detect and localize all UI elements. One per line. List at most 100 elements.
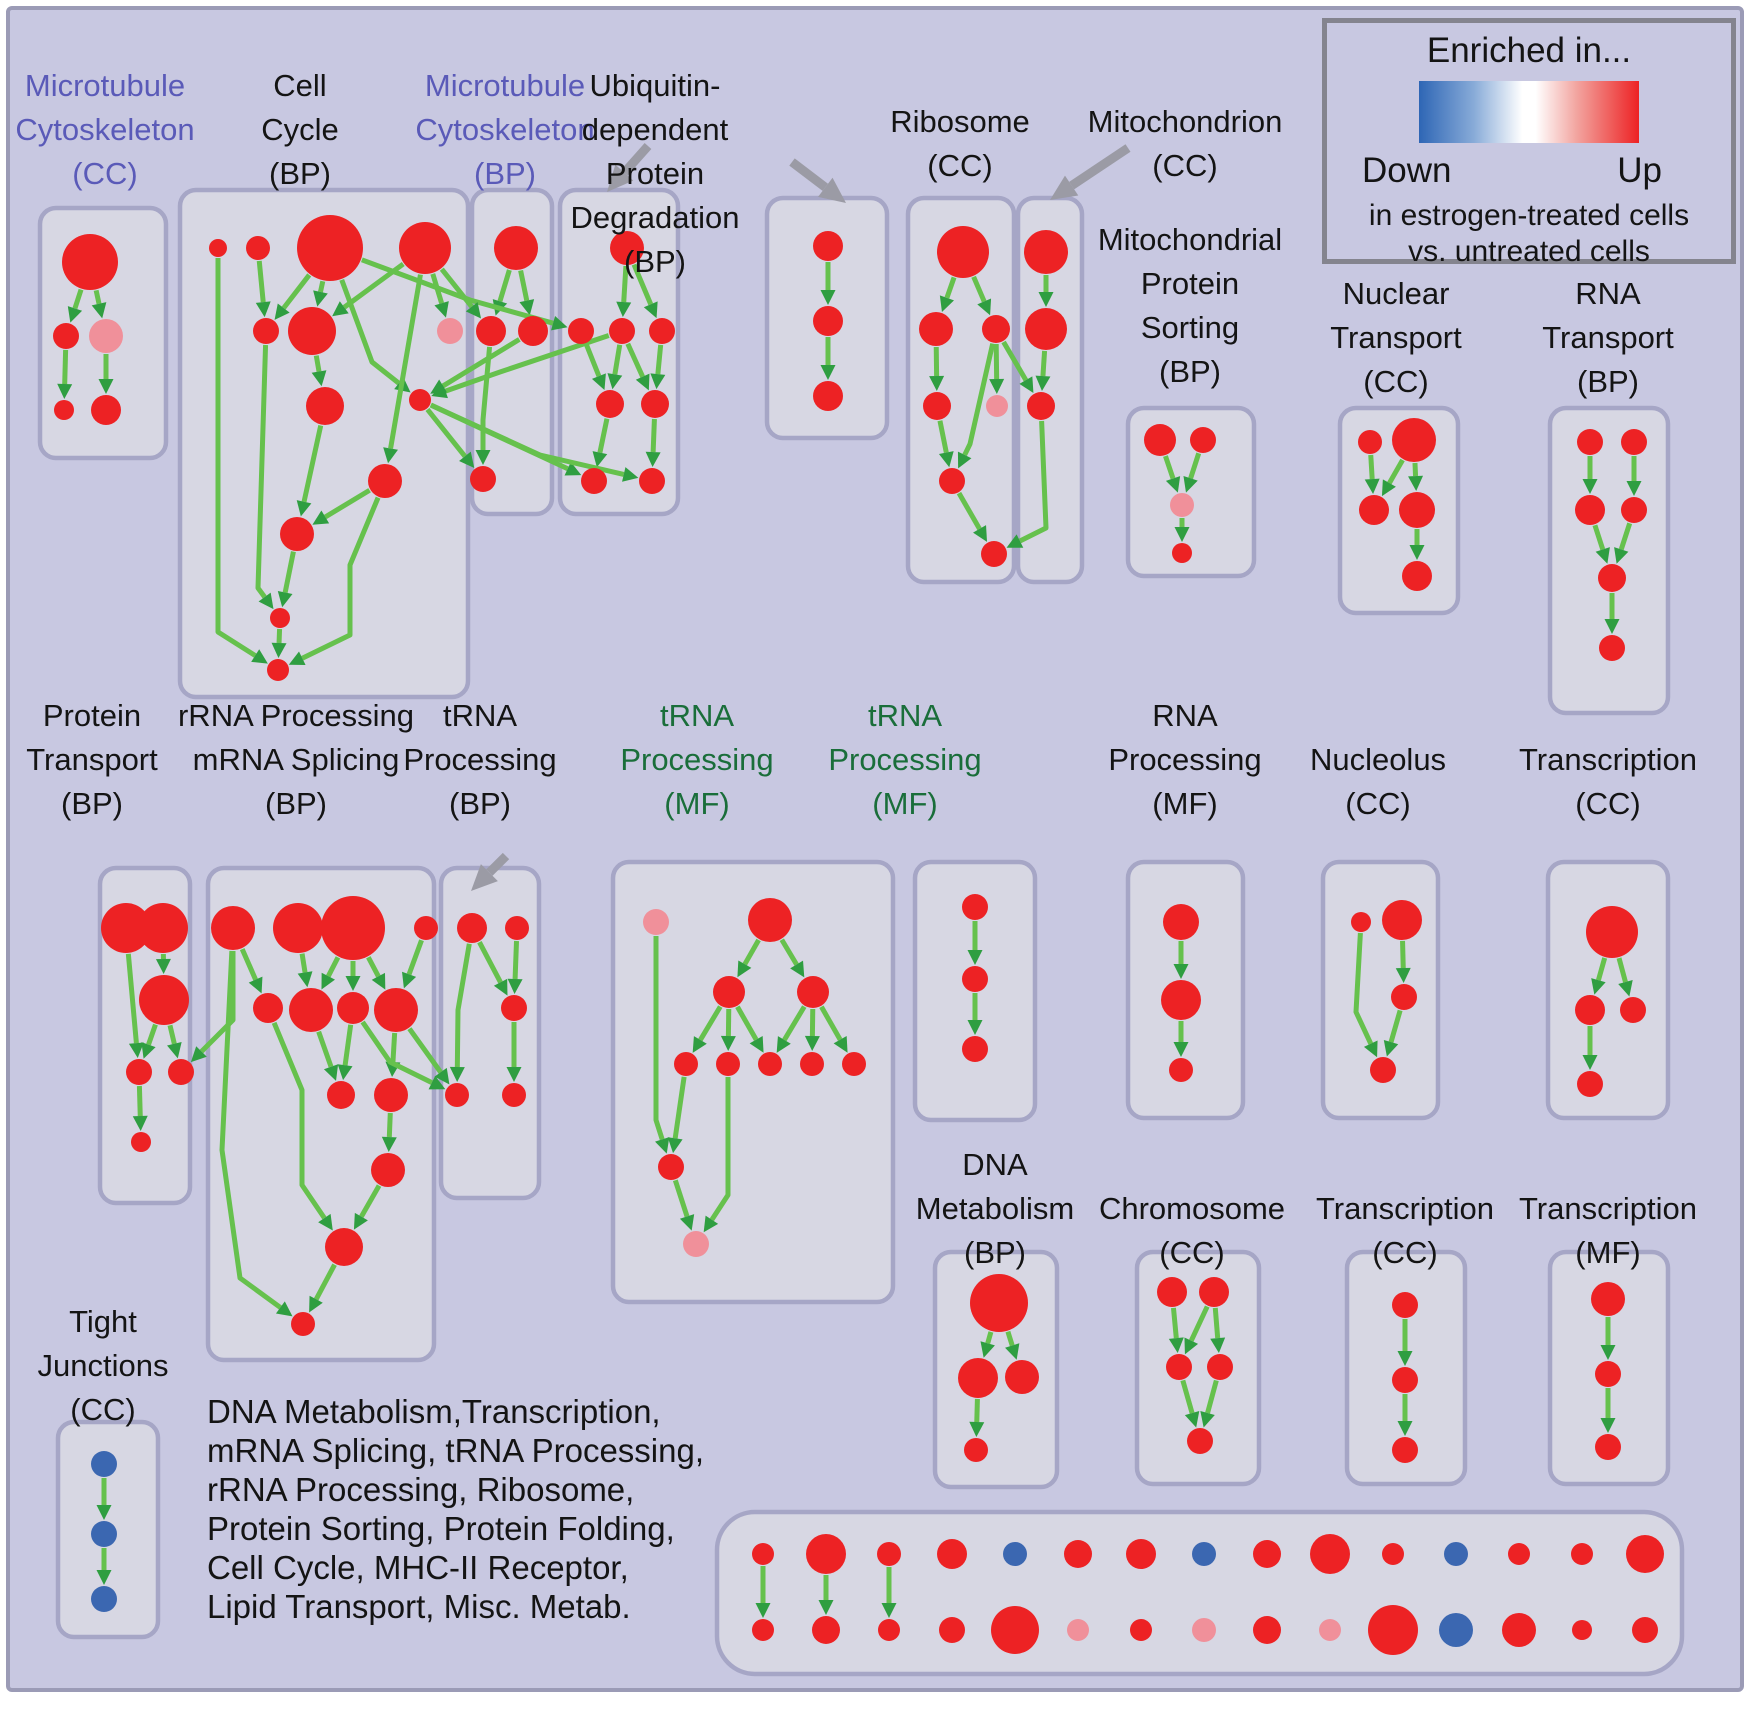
node-prottrans-s1 xyxy=(126,1059,152,1085)
edge-arrowhead xyxy=(1035,375,1051,392)
node-chromosome-t2 xyxy=(1199,1277,1229,1307)
cluster-label-line: Transcription xyxy=(1518,742,1698,777)
cluster-label-tmf1: tRNA Processing (MF) xyxy=(497,694,897,826)
edge-line xyxy=(612,344,623,375)
node-chromosome-m2 xyxy=(1207,1354,1233,1380)
node-rrna-l1 xyxy=(327,1081,355,1109)
node-tmf3-n1 xyxy=(1591,1282,1625,1316)
node-ribosome-m1 xyxy=(919,312,953,346)
edge-line xyxy=(1368,454,1375,480)
edge-arrowhead xyxy=(371,972,386,990)
edge-arrowhead xyxy=(969,1421,985,1438)
edge-line xyxy=(625,342,645,378)
edge-arrowhead xyxy=(288,651,306,665)
edge-line xyxy=(477,941,503,984)
edge-arrowhead xyxy=(1591,978,1606,995)
edge-line xyxy=(366,956,381,978)
edge-arrowhead xyxy=(980,1341,995,1358)
node-cellcycle-e xyxy=(253,318,279,344)
node-ubiq_a-t xyxy=(610,231,644,265)
cluster-label-line: Protein xyxy=(1140,266,1240,301)
edge-arrowhead xyxy=(507,978,523,995)
edge-arrowhead xyxy=(692,1036,707,1053)
edge-line xyxy=(406,939,424,976)
node-mtbp-b xyxy=(470,466,496,492)
legend-down-label: Down xyxy=(1362,151,1452,190)
cluster-label-line: Processing xyxy=(1108,742,1262,777)
node-ubiq_b-v3 xyxy=(813,381,843,411)
annotation-arrow-line xyxy=(620,143,652,176)
node-tmf2-n2 xyxy=(962,966,988,992)
cluster-box-rnatrans xyxy=(1547,405,1671,716)
cluster-label-line: (BP) xyxy=(1577,364,1639,399)
edge-arrowhead xyxy=(643,301,658,319)
edge-line xyxy=(125,953,139,1044)
node-tmf1-m1 xyxy=(713,976,745,1008)
cluster-label-line: (MF) xyxy=(1575,1235,1641,1270)
node-tmf1-b4 xyxy=(800,1052,824,1076)
edge-line xyxy=(1170,1307,1179,1339)
cluster-label-line: dependent xyxy=(581,112,729,147)
edge-line xyxy=(782,1005,807,1042)
cluster-label-prottrans: Protein Transport (BP) xyxy=(0,694,292,826)
edge-line xyxy=(742,938,761,966)
edge-arrowhead xyxy=(622,467,639,482)
node-mtbp-m1 xyxy=(476,316,506,346)
cluster-label-line: (CC) xyxy=(1372,1235,1438,1270)
node-dnamet-m1 xyxy=(958,1358,998,1398)
node-misc-t2 xyxy=(806,1534,846,1574)
node-misc-u13 xyxy=(1502,1613,1536,1647)
node-tcc2-n1 xyxy=(1392,1292,1418,1318)
edge-arrowhead xyxy=(312,510,330,525)
cluster-label-line: (BP) xyxy=(269,156,331,191)
edge-line xyxy=(93,289,102,305)
annotation-arrow-line xyxy=(1069,144,1131,190)
annotation-arrow-line xyxy=(486,852,510,876)
node-tmf3-n3 xyxy=(1595,1434,1621,1460)
cluster-label-line: (CC) xyxy=(927,148,993,183)
node-misc-t5 xyxy=(1003,1542,1027,1566)
edge-line xyxy=(301,496,381,661)
cluster-label-line: Ribosome xyxy=(890,104,1030,139)
edge-arrowhead xyxy=(98,379,114,394)
node-tmf2-n3 xyxy=(962,1036,988,1062)
edge-line xyxy=(215,258,257,658)
legend-gradient-bar xyxy=(1419,81,1639,143)
node-ribosome-t xyxy=(937,226,989,278)
node-misc-u5 xyxy=(991,1606,1039,1654)
cluster-label-line: Protein xyxy=(605,156,705,191)
edge-arrowhead xyxy=(967,1020,983,1035)
cluster-label-tcc2: Transcription (CC) xyxy=(1205,1187,1605,1275)
edge-line xyxy=(735,1005,759,1041)
cluster-label-line: (BP) xyxy=(474,156,536,191)
note-line: Lipid Transport, Misc. Metab. xyxy=(207,1588,631,1625)
edge-arrowhead xyxy=(383,447,398,464)
edge-line xyxy=(1205,1379,1219,1414)
cluster-label-line: Cytoskeleton xyxy=(15,112,195,147)
edge-arrowhead xyxy=(323,1064,339,1081)
node-cellcycle-b xyxy=(246,236,270,260)
edge-arrowhead xyxy=(275,1301,293,1317)
node-mito-t xyxy=(1024,230,1068,274)
edge-line xyxy=(698,1005,723,1042)
node-tmf1-m2 xyxy=(797,976,829,1008)
edge-arrowhead xyxy=(1409,545,1425,560)
cluster-label-line: (BP) xyxy=(1159,354,1221,389)
cluster-label-line: (MF) xyxy=(1152,786,1218,821)
node-rnatrans-v xyxy=(1598,564,1626,592)
cluster-label-line: Transcription xyxy=(1518,1191,1698,1226)
node-mito-x xyxy=(1027,392,1055,420)
cluster-label-nucleolus: Nucleolus (CC) xyxy=(1178,738,1578,826)
node-misc-u1 xyxy=(752,1619,774,1641)
node-mtcc-m2 xyxy=(89,319,123,353)
cluster-box-rrna xyxy=(205,865,437,1363)
note-line: rRNA Processing, Ribosome, xyxy=(207,1471,635,1508)
node-chromosome-t1 xyxy=(1157,1277,1187,1307)
edge-arrowhead xyxy=(255,301,271,318)
cluster-label-line: Transcription xyxy=(1315,1191,1495,1226)
node-rrna-m2 xyxy=(289,988,333,1032)
edge-line xyxy=(1596,957,1608,981)
node-nuctrans-m2 xyxy=(1399,492,1435,528)
cluster-box-misc xyxy=(714,1509,1685,1677)
edge-arrowhead xyxy=(141,1042,156,1059)
